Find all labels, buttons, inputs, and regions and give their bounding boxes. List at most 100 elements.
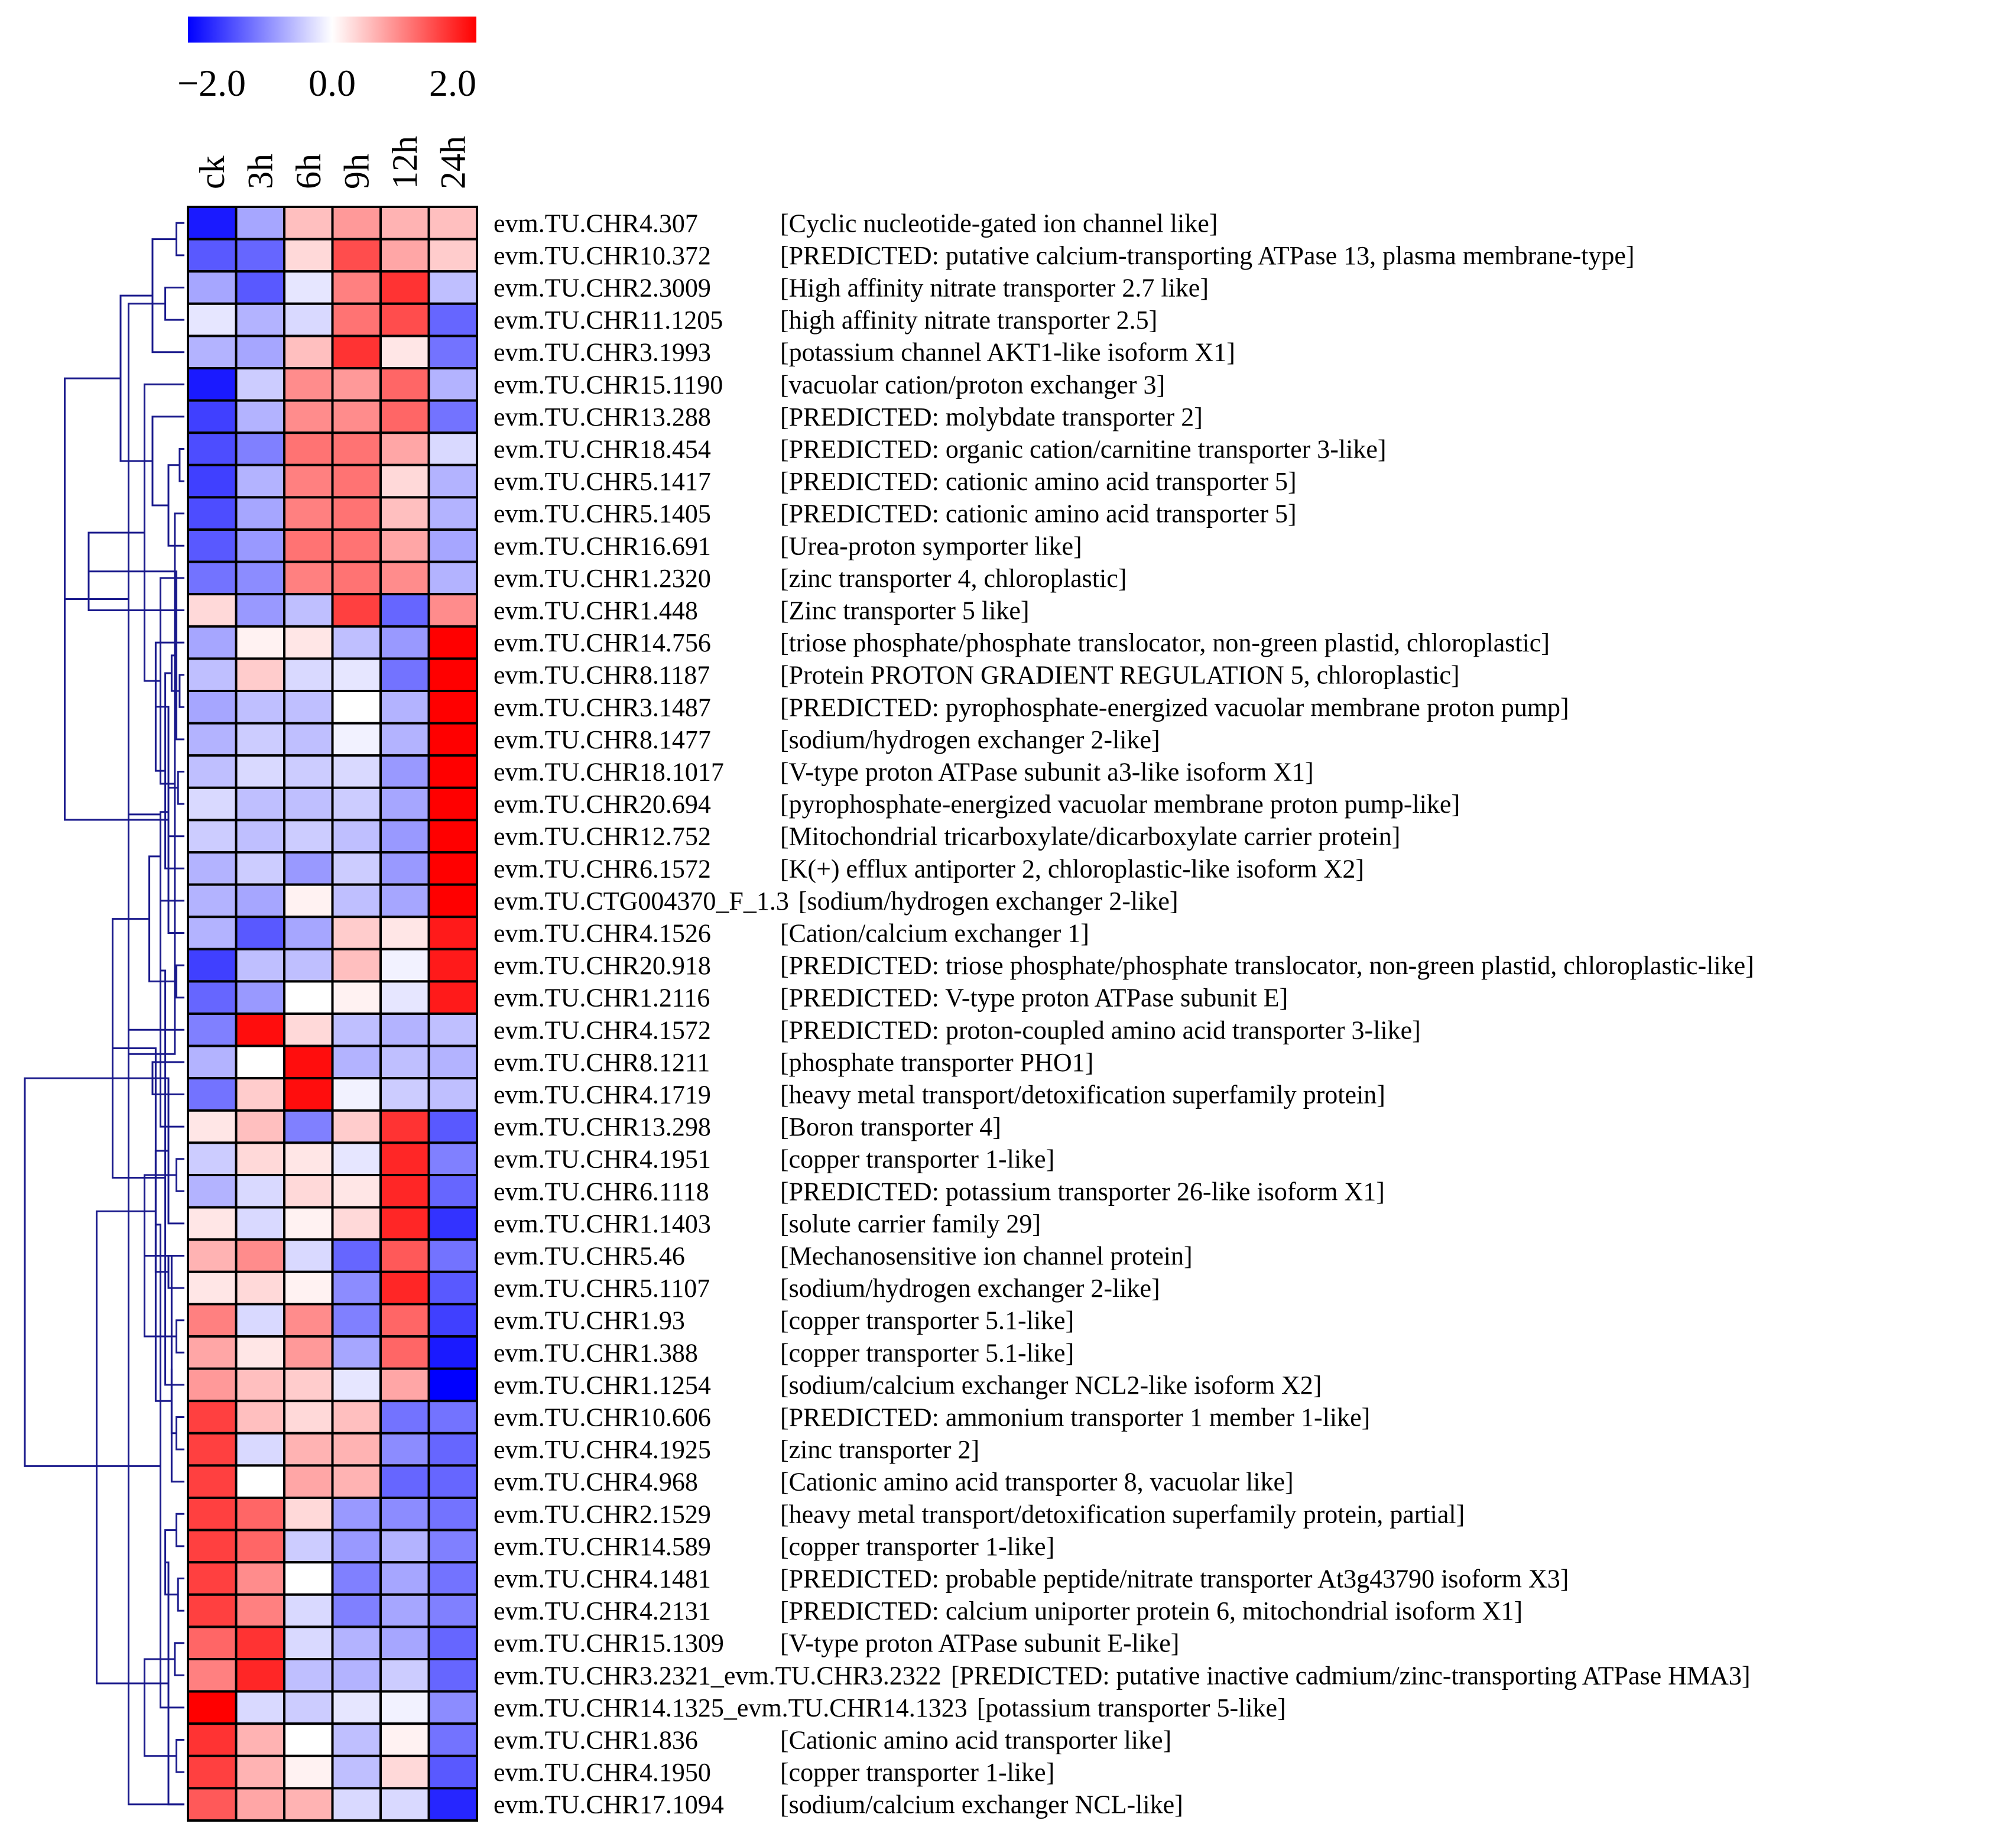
row-label-id: evm.TU.CHR4.968 [494,1468,698,1497]
heatmap-cell [187,1206,238,1241]
row-label-desc: [PREDICTED: calcium uniporter protein 6,… [780,1596,1522,1625]
row-label-id: evm.TU.CHR6.1118 [494,1177,709,1206]
heatmap-cell [187,657,238,693]
heatmap-cell [235,1109,285,1144]
heatmap-cell [427,206,478,241]
heatmap-cell [379,690,430,725]
row-label-id: evm.TU.CHR1.2116 [494,984,710,1013]
row-label-desc: [copper transporter 1-like] [780,1145,1054,1174]
row-labels: evm.TU.CHR4.307 [Cyclic nucleotide-gated … [494,209,1754,1819]
row-label-id: evm.TU.CHR1.388 [494,1338,698,1367]
heatmap-cell [379,1658,430,1693]
heatmap-cell [187,916,238,950]
heatmap-cell [427,1690,478,1725]
heatmap-cell [187,1754,238,1790]
heatmap-cell [331,206,382,241]
heatmap-cell [187,851,238,886]
row-label-id: evm.TU.CHR8.1187 [494,661,710,690]
dendrogram-branch [24,1077,161,1467]
heatmap-cell [427,625,478,660]
heatmap-cell [283,1658,334,1693]
heatmap-cell [331,690,382,725]
heatmap-cell [427,1658,478,1693]
heatmap-cell [187,947,238,983]
heatmap-cell [187,560,238,596]
row-label-id: evm.TU.CHR6.1572 [494,854,711,883]
dendrogram-branch [170,1368,177,1435]
row-label-desc: [V-type proton ATPase subunit E-like] [780,1629,1179,1658]
heatmap-cell [379,947,430,983]
heatmap-cell [187,1464,238,1499]
heatmap-cell [283,786,334,822]
heatmap-cell [379,883,430,919]
heatmap-cell [379,722,430,757]
heatmap-cell [331,1561,382,1596]
heatmap-cell [187,1044,238,1080]
row-label-id: evm.TU.CHR10.372 [494,241,711,270]
heatmap-cell [331,399,382,434]
heatmap-cell [331,625,382,660]
heatmap-cell [427,851,478,886]
heatmap-cell [379,786,430,822]
heatmap-cell [235,463,285,499]
heatmap-cell [331,947,382,983]
heatmap-cell [187,1658,238,1693]
dendrogram-branch [89,570,184,741]
column-label-12h: 12h [385,136,424,189]
heatmap-cell [235,754,285,789]
heatmap-cell [427,1625,478,1660]
heatmap-cell [331,754,382,789]
heatmap-cell [283,593,334,628]
heatmap-cell [427,819,478,854]
heatmap-cell [283,1206,334,1241]
heatmap-cell [283,335,334,370]
heatmap-cell [427,367,478,402]
dendrogram-branch [176,1416,184,1450]
heatmap-cell [379,1077,430,1112]
row-label-id: evm.TU.CHR4.1481 [494,1565,711,1594]
heatmap-cell [427,431,478,466]
row-label-desc: [PREDICTED: cationic amino acid transpor… [780,467,1297,496]
heatmap-cell [331,883,382,919]
heatmap-cell [283,1529,334,1564]
heatmap-cell [235,528,285,563]
heatmap-cell [235,947,285,983]
row-label-id: evm.TU.CHR1.2320 [494,564,711,593]
dendrogram-branch [154,1150,168,1273]
heatmap-cell [283,238,334,273]
row-label-desc: [Cation/calcium exchanger 1] [780,919,1089,948]
heatmap-cell [283,431,334,466]
heatmap-cell [379,657,430,693]
heatmap-cell [235,560,285,596]
heatmap-cell [427,528,478,563]
heatmap-cell [427,1206,478,1241]
heatmap-cell [283,916,334,950]
heatmap-cell [283,883,334,919]
color-legend [188,17,476,43]
heatmap-cell [283,1561,334,1596]
heatmap-cell [283,690,334,725]
dendrogram-branch [112,1047,172,1402]
heatmap-cell [283,1400,334,1435]
row-label-id: evm.TU.CHR20.694 [494,790,711,819]
dendrogram-branch [144,1658,177,1757]
heatmap-cell [331,1787,382,1822]
heatmap-cell [427,496,478,531]
heatmap-cell [331,1303,382,1338]
heatmap-cell [379,1367,430,1403]
heatmap-cell [235,206,285,241]
heatmap-cell [427,1044,478,1080]
heatmap-cell [379,399,430,434]
heatmap-cell [331,560,382,596]
heatmap-cell [427,1077,478,1112]
heatmap-cells [187,206,478,1822]
legend-tick-label: 2.0 [429,62,476,104]
heatmap-cell [427,1303,478,1338]
heatmap-cell [235,1561,285,1596]
heatmap-cell [379,916,430,950]
dendrogram-branch [164,287,184,321]
row-label-id: evm.TU.CHR15.1190 [494,370,723,399]
dendrogram-branch [176,222,184,257]
heatmap-cell [235,1529,285,1564]
heatmap-cell [235,883,285,919]
